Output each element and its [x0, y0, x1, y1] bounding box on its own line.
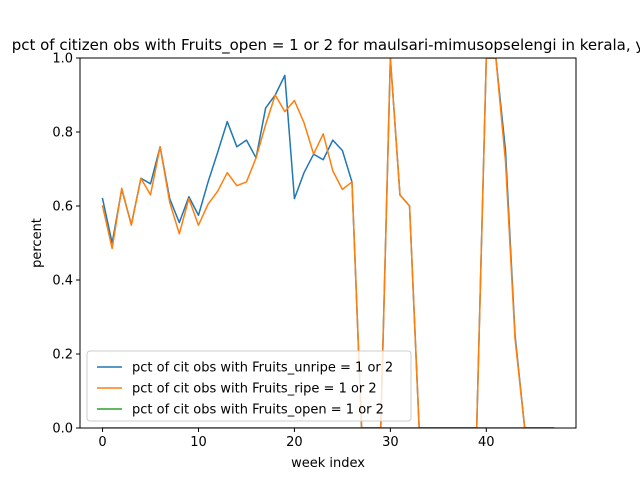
legend-label-2: pct of cit obs with Fruits_ripe = 1 or 2: [132, 382, 377, 397]
x-axis-label: week index: [291, 456, 365, 471]
y-tick-label: 0.0: [52, 422, 73, 437]
y-tick-label: 0.4: [52, 274, 73, 289]
series-layer: [101, 58, 555, 428]
legend-label-3: pct of cit obs with Fruits_open = 1 or 2: [132, 403, 384, 418]
series-line-2: [101, 58, 555, 428]
y-tick-label: 0.8: [52, 126, 73, 141]
x-tick-label: 20: [286, 435, 303, 450]
y-axis: 0.0 0.2 0.4 0.6 0.8 1.0: [52, 52, 80, 437]
x-tick-label: 10: [190, 435, 207, 450]
legend-box: [86, 350, 412, 422]
legend-label-1: pct of cit obs with Fruits_unripe = 1 or…: [132, 361, 393, 376]
x-axis: 0 10 20 30 40: [98, 428, 495, 450]
y-tick-label: 1.0: [52, 52, 73, 67]
x-tick-label: 0: [98, 435, 106, 450]
y-axis-label: percent: [30, 218, 45, 268]
legend: pct of cit obs with Fruits_unripe = 1 or…: [86, 350, 412, 422]
x-tick-label: 40: [478, 435, 495, 450]
plot-frame: [79, 57, 577, 429]
y-tick-label: 0.2: [52, 348, 73, 363]
x-tick-label: 30: [382, 435, 399, 450]
chart-title: pct of citizen obs with Fruits_open = 1 …: [12, 36, 640, 55]
y-tick-label: 0.6: [52, 200, 73, 215]
